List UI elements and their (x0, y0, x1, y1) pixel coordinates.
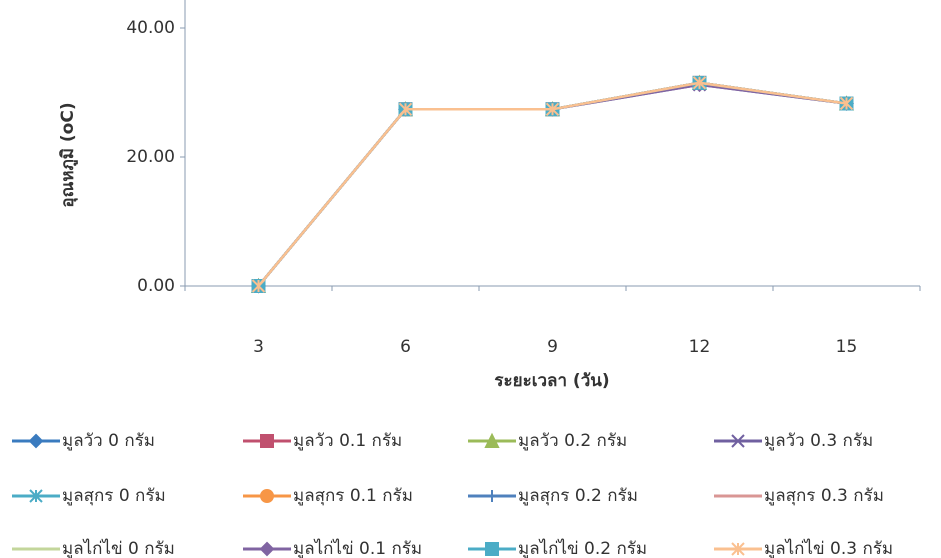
legend-label: มูลไก่ไข่ 0 กรัม (62, 538, 175, 558)
legend-label: มูลไก่ไข่ 0.2 กรัม (518, 538, 647, 558)
legend-marker (731, 434, 745, 448)
y-tick-label: 20.00 (126, 147, 175, 167)
legend-label: มูลไก่ไข่ 0.3 กรัม (764, 538, 893, 558)
y-axis-title: อุณหภูมิ (oC) (58, 102, 79, 207)
legend-marker (484, 432, 500, 448)
legend-label: มูลไก่ไข่ 0.1 กรัม (293, 538, 422, 558)
legend-label: มูลวัว 0.3 กรัม (764, 431, 873, 451)
legend-label: มูลสุกร 0.2 กรัม (518, 486, 638, 506)
data-point (692, 76, 707, 90)
y-tick-label: 0.00 (137, 276, 175, 296)
data-point (398, 102, 413, 116)
legend-marker (485, 542, 499, 556)
legend-marker (29, 489, 43, 503)
legend-label: มูลวัว 0.1 กรัม (293, 431, 402, 451)
x-tick-label: 9 (547, 337, 558, 357)
data-point (545, 102, 560, 116)
y-tick-label: 40.00 (126, 18, 175, 38)
data-point (251, 279, 266, 293)
legend-label: มูลสุกร 0.3 กรัม (764, 486, 884, 506)
legend-marker (28, 433, 44, 449)
data-point (839, 96, 854, 111)
legend-label: มูลวัว 0.2 กรัม (518, 431, 627, 451)
legend-label: มูลสุกร 0.1 กรัม (293, 486, 413, 506)
legend-marker (260, 434, 274, 448)
x-axis-title: ระยะเวลา (วัน) (494, 371, 609, 391)
x-tick-label: 12 (689, 337, 711, 357)
legend-label: มูลวัว 0 กรัม (62, 431, 155, 451)
x-tick-label: 3 (253, 337, 264, 357)
x-tick-label: 15 (836, 337, 858, 357)
legend-marker (259, 541, 275, 557)
legend-marker (259, 489, 275, 503)
x-tick-label: 6 (400, 337, 411, 357)
legend-marker (486, 490, 498, 502)
legend-label: มูลสุกร 0 กรัม (62, 486, 166, 506)
legend-marker (731, 542, 745, 556)
